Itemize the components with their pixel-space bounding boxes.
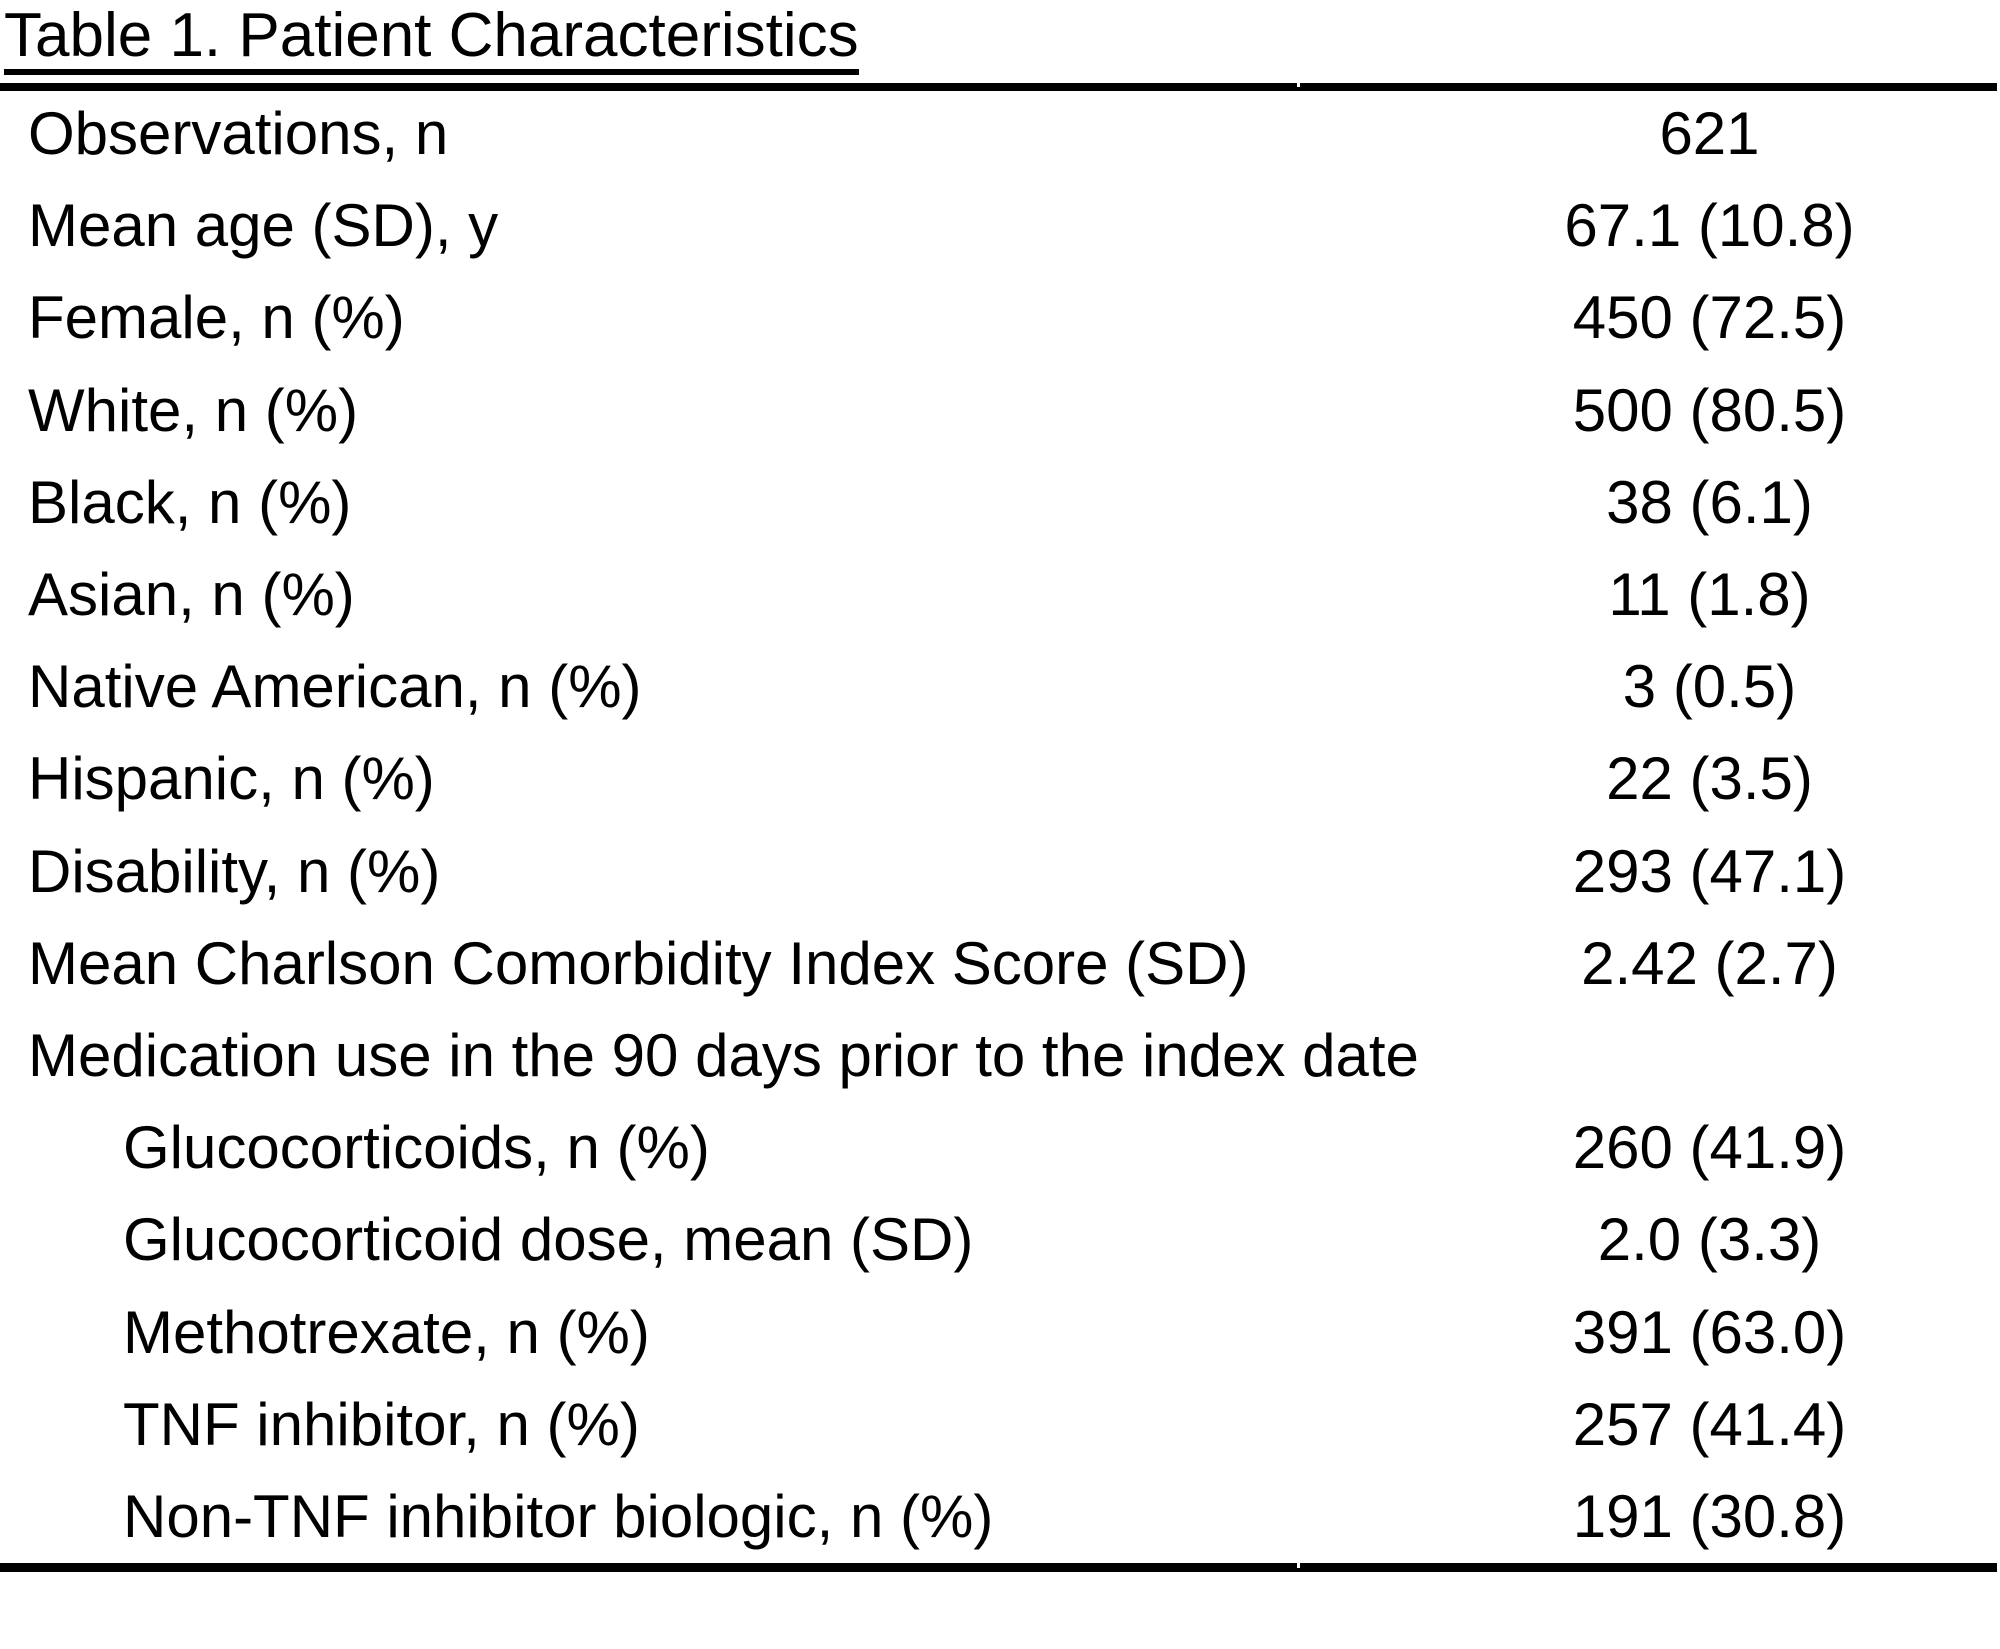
row-value: 260 (41.9) [1572,1114,1847,1182]
table-row: Mean Charlson Comorbidity Index Score (S… [0,918,1997,1010]
table-row: Non-TNF inhibitor biologic, n (%) 191 (30… [0,1471,1997,1563]
row-label: Asian, n (%) [28,561,355,629]
row-label: Glucocorticoid dose, mean (SD) [123,1206,974,1274]
row-label: Mean Charlson Comorbidity Index Score (S… [28,929,1249,997]
table-row: Native American, n (%) 3 (0.5) [0,641,1997,733]
row-value: 2.42 (2.7) [1581,929,1838,997]
row-label: Hispanic, n (%) [28,745,435,813]
row-label: Medication use in the 90 days prior to t… [28,1021,1419,1089]
row-label: Disability, n (%) [28,837,441,905]
row-value: 450 (72.5) [1572,284,1847,352]
table-row: TNF inhibitor, n (%) 257 (41.4) [0,1379,1997,1471]
table-row: Mean age (SD), y 67.1 (10.8) [0,180,1997,272]
table-row: Black, n (%) 38 (6.1) [0,457,1997,549]
row-value: 500 (80.5) [1572,376,1847,444]
table-top-rule [0,83,1997,91]
row-value: 621 [1659,100,1760,168]
row-label: Non-TNF inhibitor biologic, n (%) [123,1482,994,1550]
row-label: Female, n (%) [28,284,405,352]
row-label: TNF inhibitor, n (%) [123,1390,640,1458]
table-row: Asian, n (%) 11 (1.8) [0,549,1997,641]
table-bottom-rule [0,1563,1997,1572]
row-label: White, n (%) [28,376,359,444]
table-row: Observations, n 621 [0,88,1997,180]
table-row: Hispanic, n (%) 22 (3.5) [0,733,1997,825]
row-label: Observations, n [28,100,449,168]
table-row: White, n (%) 500 (80.5) [0,365,1997,457]
row-value: 3 (0.5) [1622,653,1797,721]
row-value: 391 (63.0) [1572,1298,1847,1366]
row-value: 67.1 (10.8) [1564,192,1855,260]
table-row: Disability, n (%) 293 (47.1) [0,826,1997,918]
table-body: Observations, n 621 Mean age (SD), y 67.1 (… [0,88,1997,1563]
table-title: Table 1. Patient Characteristics [4,5,859,75]
row-value: 38 (6.1) [1606,468,1813,536]
table-row: Glucocorticoid dose, mean (SD) 2.0 (3.3) [0,1194,1997,1286]
row-value: 293 (47.1) [1572,837,1847,905]
row-value: 191 (30.8) [1572,1482,1847,1550]
row-label: Methotrexate, n (%) [123,1298,650,1366]
row-value: 22 (3.5) [1606,745,1813,813]
table-row: Methotrexate, n (%) 391 (63.0) [0,1286,1997,1378]
row-value: 11 (1.8) [1608,561,1811,629]
row-label: Glucocorticoids, n (%) [123,1114,710,1182]
row-label: Native American, n (%) [28,653,642,721]
row-label: Mean age (SD), y [28,192,499,260]
row-label: Black, n (%) [28,468,352,536]
table-row: Female, n (%) 450 (72.5) [0,272,1997,364]
table-row: Glucocorticoids, n (%) 260 (41.9) [0,1102,1997,1194]
row-value: 2.0 (3.3) [1597,1206,1822,1274]
table-row: Medication use in the 90 days prior to t… [0,1010,1997,1102]
column-seam [1297,83,1300,88]
row-value: 257 (41.4) [1572,1390,1847,1458]
column-seam [1297,1563,1300,1568]
